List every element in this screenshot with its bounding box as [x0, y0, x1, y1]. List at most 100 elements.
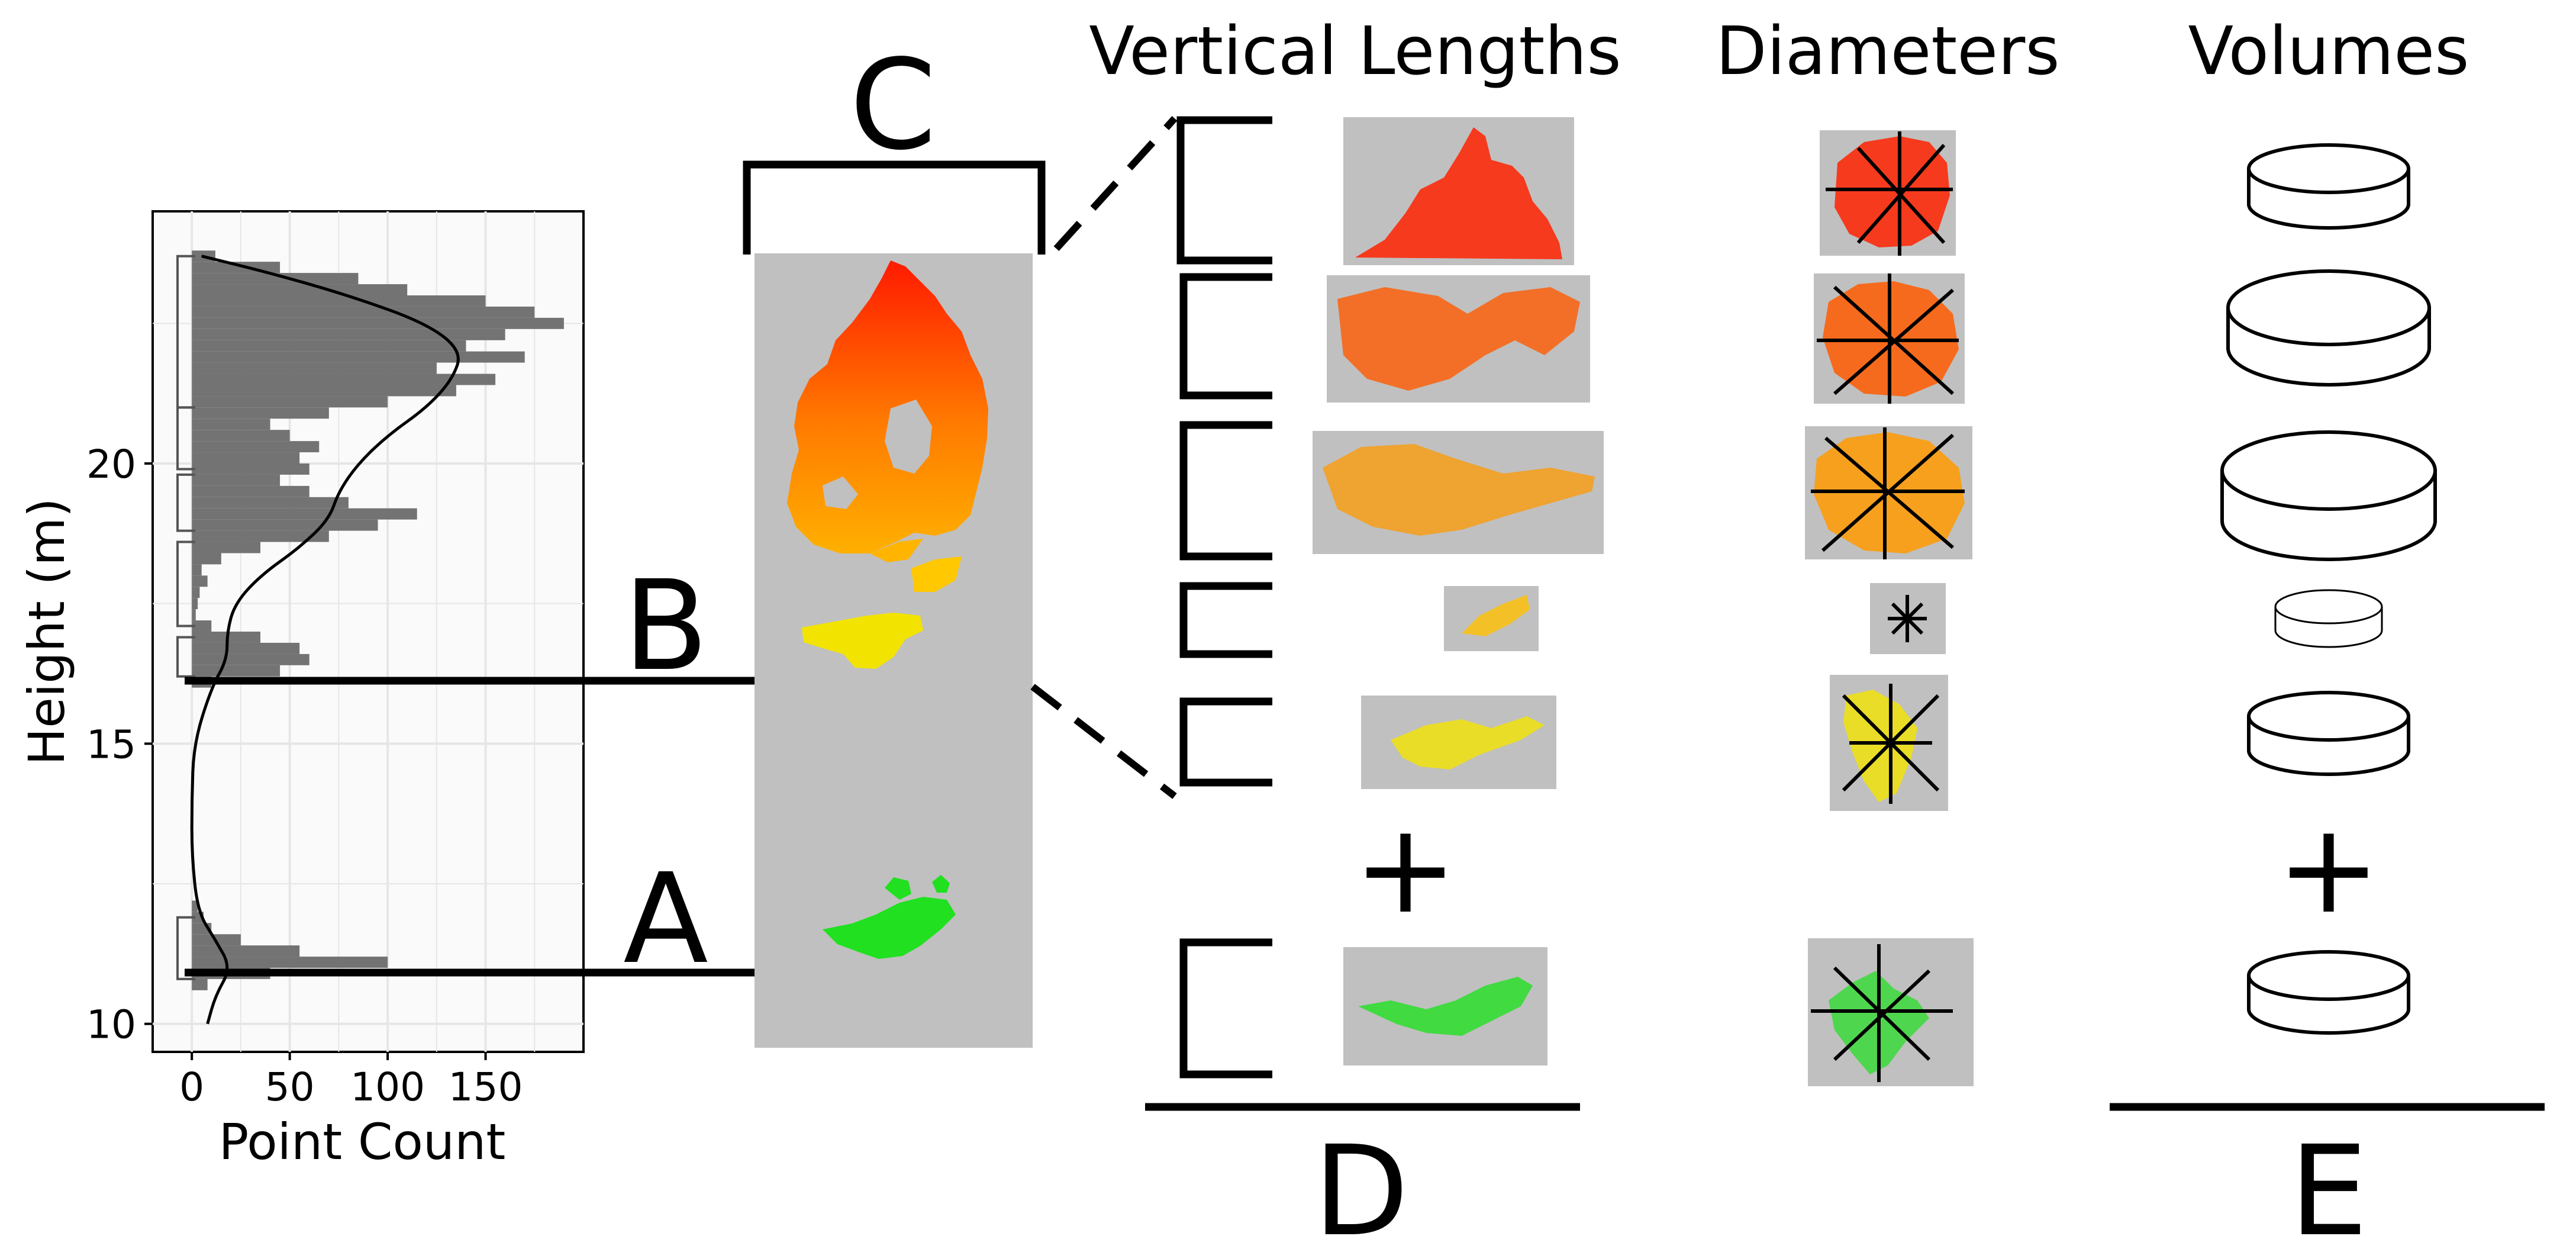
- histogram-bar: [192, 553, 221, 565]
- vertical-length-bracket-4: [1179, 582, 1272, 658]
- volume-cylinder-3: [2220, 430, 2437, 561]
- histogram-bar: [192, 587, 200, 598]
- diameter-star-4: [1888, 595, 1927, 642]
- slice-points-1: [1355, 127, 1562, 259]
- histogram-bar: [192, 317, 564, 329]
- dashed-connector-bottom: [1030, 684, 1177, 799]
- histogram-bar: [192, 396, 388, 408]
- layer-green: [823, 897, 956, 959]
- histogram-bar: [192, 598, 198, 610]
- layer-orange-yellow: [911, 556, 962, 592]
- label-c: C: [850, 33, 937, 178]
- segment-bracket: [176, 540, 195, 627]
- histogram-bar: [192, 284, 408, 295]
- dashed-connector-top: [1053, 115, 1178, 252]
- histogram-bar: [192, 665, 281, 677]
- header-diameters: Diameters: [1716, 13, 2059, 90]
- diameter-star-3: [1811, 427, 1965, 559]
- segment-bracket: [176, 473, 195, 532]
- diameter-star-6: [1811, 944, 1953, 1082]
- histogram-bar: [192, 351, 525, 363]
- vertical-length-bracket-2: [1179, 273, 1272, 400]
- segment-bracket: [176, 916, 195, 980]
- histogram-bar: [192, 474, 281, 486]
- header-volumes: Volumes: [2188, 13, 2469, 90]
- y-axis-label: Height (m): [18, 498, 76, 765]
- histogram-bar: [192, 441, 320, 453]
- vertical-length-bracket-1: [1176, 116, 1272, 265]
- slice-points-5: [1391, 716, 1545, 770]
- diameter-star-2: [1817, 273, 1959, 404]
- layer-yellow: [802, 613, 923, 669]
- segment-row-3: [1179, 421, 2437, 561]
- histogram-bar: [192, 385, 456, 397]
- histogram-bar: [192, 340, 466, 352]
- slice-points-4: [1462, 595, 1530, 636]
- histogram-bar: [192, 542, 260, 553]
- label-d: D: [1313, 1119, 1409, 1249]
- slice-points-6: [1358, 977, 1533, 1036]
- histogram-bar: [192, 900, 198, 912]
- histogram-bar: [192, 419, 270, 430]
- crown-yellow-fringe: [870, 539, 923, 562]
- density-curve: [190, 255, 460, 1025]
- diameter-star-1: [1826, 131, 1953, 256]
- label-a: A: [623, 846, 708, 992]
- height-histogram: 0 50 100 150 10 15 20 Point Count Height (m): [18, 210, 585, 1171]
- histogram-bar: [192, 497, 349, 508]
- histogram-bar: [192, 978, 208, 990]
- segment-brackets: [176, 255, 195, 980]
- layer-green-wisp-2: [932, 875, 950, 893]
- x-tick-label: 150: [449, 1064, 523, 1110]
- volume-cylinder-2: [2226, 269, 2431, 387]
- label-b: B: [623, 553, 708, 698]
- x-tick-label: 50: [265, 1064, 315, 1110]
- histogram-bar: [192, 564, 202, 576]
- plus-sign-left: +: [1353, 796, 1458, 941]
- histogram-bar: [192, 306, 535, 318]
- layer-green-wisp: [885, 877, 911, 900]
- x-axis-label: Point Count: [219, 1113, 506, 1171]
- histogram-bar: [192, 463, 309, 475]
- vertical-length-bracket-6: [1179, 938, 1272, 1079]
- histogram-bar: [192, 430, 290, 442]
- y-tick-label: 10: [86, 1002, 136, 1048]
- histogram-bar: [192, 407, 329, 419]
- histogram-bar: [192, 485, 309, 497]
- histogram-bar: [192, 945, 300, 957]
- x-tick-label: 0: [179, 1064, 204, 1110]
- label-e: E: [2290, 1119, 2368, 1249]
- histogram-bar: [192, 575, 208, 587]
- crown-gap-2: [823, 477, 858, 509]
- segment-bracket: [176, 255, 195, 409]
- x-tick-label: 100: [350, 1064, 425, 1110]
- segment-row-2: [1179, 269, 2431, 404]
- histogram-bar: [192, 519, 378, 531]
- segment-row-4: [1179, 582, 2383, 658]
- histogram-bar: [192, 362, 437, 374]
- histogram-bar: [192, 530, 329, 542]
- segment-row-1: [1176, 116, 2410, 265]
- crown-gap: [885, 400, 932, 474]
- histogram-bar: [192, 609, 196, 621]
- histogram-bars: [192, 250, 564, 990]
- vertical-length-bracket-5: [1179, 697, 1272, 787]
- volume-cylinder-1: [2247, 143, 2410, 230]
- slice-points-2: [1337, 287, 1580, 391]
- y-tick-label: 15: [86, 722, 136, 767]
- diameter-star-5: [1842, 684, 1940, 804]
- vertical-length-bracket-3: [1179, 421, 1272, 561]
- header-vertical-lengths: Vertical Lengths: [1089, 13, 1621, 90]
- segment-row-5: [1179, 675, 2410, 811]
- tree-point-cloud: [755, 253, 1033, 1048]
- histogram-bar: [192, 295, 486, 307]
- histogram-bar: [192, 654, 309, 665]
- volume-cylinder-4: [2274, 589, 2383, 648]
- histogram-bar: [192, 374, 496, 385]
- x-axis-ticks: 0 50 100 150: [179, 1052, 523, 1110]
- volume-cylinder-5: [2247, 691, 2410, 776]
- plus-sign-right: +: [2277, 796, 2381, 941]
- y-tick-label: 20: [86, 442, 136, 487]
- histogram-bar: [192, 957, 388, 968]
